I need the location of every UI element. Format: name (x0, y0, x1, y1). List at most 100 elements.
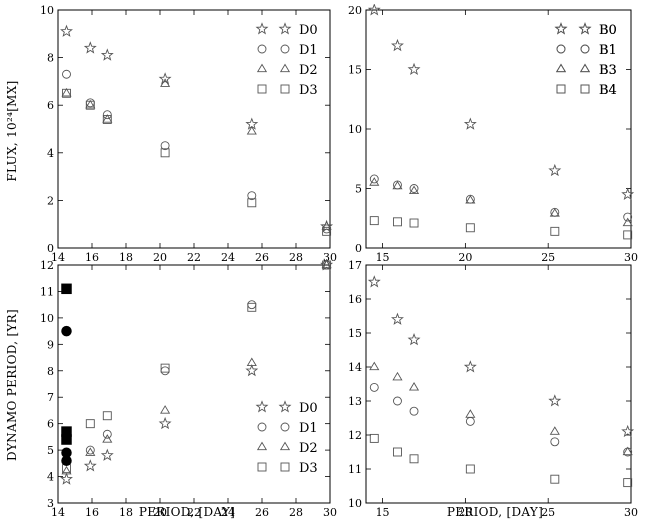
legend-marker-d0 (255, 400, 269, 413)
legend-marker-d1 (257, 422, 267, 432)
legend-marker-d1 (280, 422, 290, 432)
point-d2 (102, 434, 113, 443)
y-tick-label: 2 (47, 194, 54, 207)
legend: B0 B1 B3 B4 (554, 22, 617, 98)
y-tick-label: 10 (348, 497, 362, 510)
point-b4 (369, 433, 379, 443)
legend-marker-b3 (579, 63, 591, 73)
point-b4 (550, 226, 560, 236)
legend-marker-b4 (580, 84, 590, 94)
point-b3 (549, 426, 560, 435)
point-b0 (548, 394, 562, 407)
y-tick-label: 16 (348, 293, 362, 306)
point-d3 (247, 198, 257, 208)
point-b3 (465, 409, 476, 418)
point-d2 (61, 87, 72, 97)
y-tick-label: 9 (47, 338, 54, 351)
point-d2 (321, 221, 332, 230)
x-tick-label: 14 (51, 506, 65, 519)
point-d3 (102, 411, 112, 421)
y-axis-label-top: FLUX, 10²⁴[MX] (5, 80, 19, 181)
legend-marker-d2 (279, 441, 291, 451)
point-d2 (61, 465, 72, 475)
point-d3 (160, 363, 170, 373)
point-d0 (83, 41, 97, 54)
point-b0 (463, 117, 477, 130)
legend-marker-b4 (556, 84, 566, 94)
y-tick-label: 6 (47, 99, 54, 112)
y-tick-label: 15 (348, 64, 362, 77)
point-d0 (83, 459, 97, 472)
point-b0 (367, 275, 381, 288)
point-b1 (550, 437, 560, 447)
legend-marker-d2 (256, 441, 268, 451)
point-d0 (100, 448, 114, 461)
filled-point (61, 434, 72, 445)
point-d2 (85, 447, 96, 456)
point-d1 (247, 300, 257, 310)
x-tick-label: 18 (119, 251, 133, 264)
point-d3 (247, 302, 257, 312)
y-tick-label: 17 (348, 259, 362, 272)
point-b4 (623, 230, 633, 240)
x-tick-label: 30 (624, 506, 638, 519)
point-d3 (85, 419, 95, 429)
legend-marker-d0 (255, 22, 269, 35)
y-tick-label: 7 (47, 391, 54, 404)
panel-bottom-right: 15 20 25 30 10 11 12 13 14 15 16 17 B0 B1 B3 B4 (348, 22, 638, 519)
point-b3 (465, 195, 476, 204)
data-points (60, 24, 334, 236)
point-d1 (62, 69, 71, 79)
point-b4 (409, 218, 419, 228)
plot-frame (365, 264, 632, 504)
point-b1 (623, 212, 633, 222)
point-d3 (102, 115, 112, 124)
legend-label-b4: B4 (599, 83, 617, 98)
legend-marker-b4 (580, 84, 590, 94)
legend-marker-d2 (279, 63, 291, 73)
legend-marker-d0 (278, 400, 292, 413)
x-tick-label: 20 (153, 251, 167, 264)
legend-label-b3: B3 (599, 63, 617, 78)
point-d2 (102, 114, 113, 123)
data-points (367, 275, 635, 488)
point-d2 (246, 357, 257, 366)
point-b4 (393, 217, 402, 227)
y-tick-label: 14 (348, 361, 362, 374)
point-d2 (160, 78, 171, 87)
legend-label-b4: B4 (599, 83, 617, 98)
point-d1 (102, 429, 112, 439)
legend-marker-d3 (280, 84, 290, 94)
point-b1 (369, 382, 379, 392)
x-tick-label: 15 (376, 251, 390, 264)
y-tick-label: 0 (47, 242, 54, 255)
legend-marker-b3 (555, 63, 567, 73)
point-d0 (100, 48, 114, 61)
x-tick-label: 20 (153, 506, 167, 519)
point-d3 (322, 226, 332, 236)
x-tick-label: 25 (541, 251, 555, 264)
y-tick-label: 5 (355, 183, 362, 196)
point-b3 (369, 177, 380, 186)
y-tick-label: 10 (348, 123, 362, 136)
point-b0 (548, 163, 562, 177)
point-b4 (550, 474, 560, 484)
x-tick-label: 22 (187, 506, 201, 519)
y-tick-label: 8 (47, 365, 54, 378)
x-tick-label: 26 (255, 251, 269, 264)
y-tick-label: 3 (47, 497, 54, 510)
point-b3 (392, 180, 403, 190)
y-tick-label: 15 (348, 327, 362, 340)
point-b0 (391, 38, 404, 52)
point-b3 (549, 208, 560, 217)
y-tick-label: 6 (47, 418, 54, 431)
point-b1 (369, 174, 379, 184)
y-axis-label-bottom: DYNAMO PERIOD, [YR] (5, 309, 19, 461)
point-d3 (62, 88, 71, 98)
point-b1 (465, 416, 475, 426)
x-tick-label: 14 (51, 251, 65, 264)
y-tick-label: 10 (40, 4, 54, 17)
x-tick-label: 16 (85, 251, 99, 264)
point-b0 (463, 360, 477, 373)
point-b4 (393, 447, 402, 457)
